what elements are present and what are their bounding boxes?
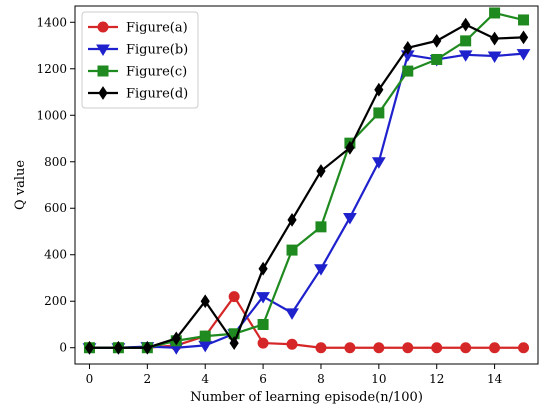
data-point	[460, 342, 472, 354]
data-point	[113, 340, 124, 355]
y-tick-label: 600	[44, 201, 67, 215]
data-point	[343, 213, 357, 225]
y-tick-label: 400	[44, 248, 67, 262]
legend-swatch-marker	[97, 21, 109, 33]
data-point	[228, 291, 240, 303]
data-point	[402, 342, 414, 354]
data-point	[257, 337, 269, 349]
x-axis-title: Number of learning episode(n/100)	[190, 390, 423, 405]
x-tick-label: 0	[86, 372, 94, 386]
legend-item: Figure(c)	[88, 65, 187, 80]
data-point	[518, 14, 530, 26]
data-point	[460, 35, 472, 47]
data-point	[314, 264, 328, 276]
data-point	[518, 342, 530, 354]
y-tick-label: 1000	[36, 108, 67, 122]
data-point	[315, 221, 327, 233]
data-point	[256, 292, 270, 304]
data-point	[84, 340, 95, 355]
data-point	[516, 49, 531, 61]
legend-item: Figure(a)	[88, 21, 188, 36]
series-4	[84, 17, 529, 355]
x-tick-label: 4	[201, 372, 209, 386]
y-tick-label: 200	[44, 294, 67, 308]
y-tick-label: 0	[59, 341, 67, 355]
data-point	[229, 336, 239, 350]
data-point	[518, 30, 529, 45]
legend-item: Figure(b)	[88, 43, 188, 58]
data-point	[373, 107, 385, 119]
data-point	[345, 140, 355, 155]
series-line	[89, 295, 524, 349]
series-line	[89, 11, 524, 349]
data-point	[316, 164, 326, 178]
data-point	[258, 261, 268, 276]
legend-item: Figure(d)	[88, 86, 188, 102]
data-point	[432, 33, 442, 48]
legend: Figure(a) Figure(b) Figure(c) Figure(d)	[81, 11, 199, 109]
x-tick-label: 8	[317, 372, 325, 386]
x-tick-label: 6	[259, 372, 267, 386]
axes: 0 2 4 6 8 10 12 14 0 200 400 600 800 1000 1200 1400	[36, 15, 502, 386]
legend-swatch-marker	[97, 65, 109, 77]
legend-label: Figure(a)	[126, 21, 188, 36]
x-tick-label: 2	[144, 372, 152, 386]
y-axis-title: Q value	[13, 160, 28, 210]
data-point	[257, 318, 269, 330]
data-point	[287, 212, 297, 227]
data-point	[489, 31, 500, 46]
data-point	[458, 50, 473, 62]
x-tick-label: 14	[487, 372, 503, 386]
y-tick-label: 800	[44, 155, 67, 169]
data-point	[315, 342, 327, 354]
legend-box	[81, 11, 199, 109]
data-point	[171, 331, 181, 346]
y-tick-label: 1400	[36, 15, 67, 29]
legend-label: Figure(b)	[126, 43, 188, 58]
y-tick-label: 1200	[36, 62, 67, 76]
legend-swatch-marker	[98, 86, 108, 100]
series-line	[89, 52, 524, 349]
data-point	[142, 340, 152, 355]
data-point	[286, 338, 298, 350]
data-point	[199, 330, 211, 342]
data-point	[286, 244, 298, 256]
data-point	[403, 40, 413, 55]
legend-swatch-marker	[96, 44, 110, 56]
data-point	[487, 51, 502, 63]
data-point	[285, 308, 299, 320]
data-point	[373, 342, 385, 354]
data-point	[489, 7, 501, 19]
legend-label: Figure(d)	[126, 87, 188, 102]
data-point	[200, 294, 210, 309]
data-point	[489, 342, 501, 354]
data-point	[402, 65, 414, 77]
plot-content	[82, 7, 531, 355]
data-point	[431, 53, 443, 65]
series-line	[89, 23, 524, 349]
data-point	[371, 157, 386, 169]
x-tick-label: 10	[371, 372, 386, 386]
plot-frame	[74, 5, 539, 365]
x-tick-label: 12	[429, 372, 444, 386]
legend-label: Figure(c)	[126, 65, 187, 80]
data-point	[374, 82, 384, 97]
data-point	[344, 342, 356, 354]
data-point	[461, 17, 471, 32]
data-point	[431, 342, 443, 354]
